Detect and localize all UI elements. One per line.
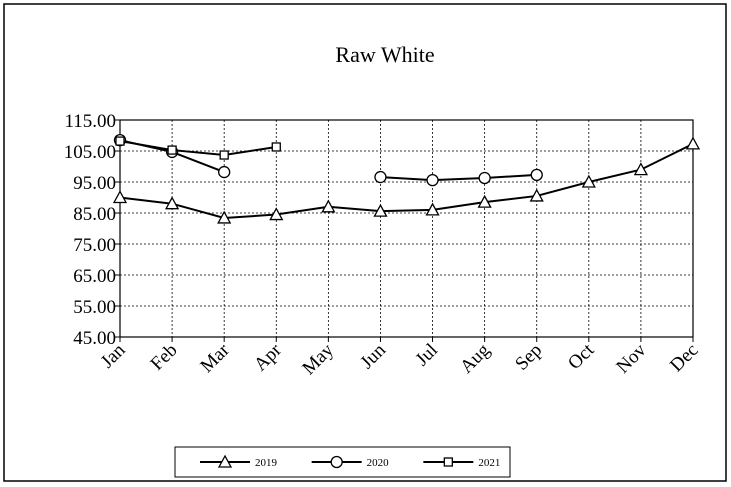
marker xyxy=(529,188,544,202)
marker xyxy=(373,203,388,217)
marker xyxy=(271,142,281,152)
marker xyxy=(425,202,440,216)
marker xyxy=(530,168,543,182)
marker xyxy=(167,145,177,155)
marker xyxy=(269,207,284,221)
marker xyxy=(374,170,387,184)
marker xyxy=(685,136,701,150)
marker xyxy=(217,210,232,224)
y-tick-label: 65.00 xyxy=(73,266,116,287)
y-tick-label: 55.00 xyxy=(73,297,116,318)
legend-label: 2019 xyxy=(255,457,278,469)
marker xyxy=(478,171,491,185)
marker xyxy=(112,190,128,204)
y-tick-label: 75.00 xyxy=(73,235,116,256)
marker xyxy=(164,196,180,210)
legend-label: 2020 xyxy=(367,457,390,469)
series-line xyxy=(119,142,694,219)
marker xyxy=(115,136,125,146)
marker xyxy=(581,174,596,188)
y-tick-label: 115.00 xyxy=(64,111,116,132)
chart-title: Raw White xyxy=(335,42,434,67)
series-line xyxy=(119,140,277,157)
marker xyxy=(443,457,453,467)
chart-frame xyxy=(3,3,727,482)
marker xyxy=(426,173,439,187)
y-tick-label: 105.00 xyxy=(64,142,116,163)
marker xyxy=(218,165,231,179)
marker xyxy=(477,194,492,208)
marker xyxy=(217,454,233,468)
marker xyxy=(219,150,229,160)
plot-area xyxy=(119,119,694,338)
marker xyxy=(321,199,336,213)
y-tick-label: 95.00 xyxy=(73,173,116,194)
marker xyxy=(330,455,343,469)
legend-label: 2021 xyxy=(478,457,500,469)
y-tick-label: 85.00 xyxy=(73,204,116,225)
marker xyxy=(633,162,649,176)
y-tick-label: 45.00 xyxy=(73,328,116,349)
